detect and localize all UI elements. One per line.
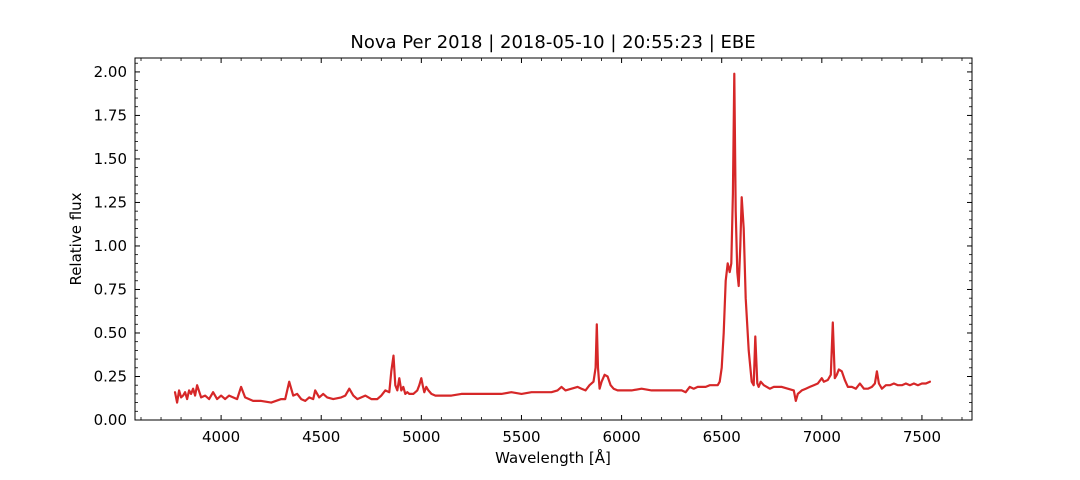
spectrum-line bbox=[173, 72, 931, 404]
x-tick-label: 5000 bbox=[402, 428, 440, 446]
plot-frame bbox=[134, 57, 973, 421]
y-tick-label: 0.25 bbox=[94, 367, 127, 385]
y-axis: 0.00 0.25 0.50 0.75 1.00 1.25 1.50 1.75 2.00 bbox=[94, 62, 972, 429]
x-tick-label: 6500 bbox=[703, 428, 741, 446]
y-tick-label: 1.50 bbox=[94, 150, 127, 168]
y-tick-label: 0.75 bbox=[94, 280, 127, 298]
x-tick-label: 4000 bbox=[202, 428, 240, 446]
chart-title: Nova Per 2018 | 2018-05-10 | 20:55:23 | … bbox=[350, 32, 755, 53]
x-tick-label: 5500 bbox=[502, 428, 540, 446]
x-tick-label: 7500 bbox=[903, 428, 941, 446]
y-tick-label: 2.00 bbox=[94, 63, 127, 81]
x-tick-label: 6000 bbox=[602, 428, 640, 446]
y-tick-label: 1.75 bbox=[94, 106, 127, 124]
x-tick-label: 7000 bbox=[803, 428, 841, 446]
x-tick-label: 4500 bbox=[302, 428, 340, 446]
y-axis-title: Relative flux bbox=[67, 192, 85, 285]
y-tick-label: 0.00 bbox=[94, 411, 127, 429]
y-tick-label: 0.50 bbox=[94, 324, 127, 342]
x-axis-title: Wavelength [Å] bbox=[495, 448, 611, 467]
y-tick-label: 1.25 bbox=[94, 193, 127, 211]
y-tick-label: 1.00 bbox=[94, 237, 127, 255]
x-axis: 4000 4500 5000 5500 6000 6500 7000 7500 bbox=[140, 58, 963, 446]
